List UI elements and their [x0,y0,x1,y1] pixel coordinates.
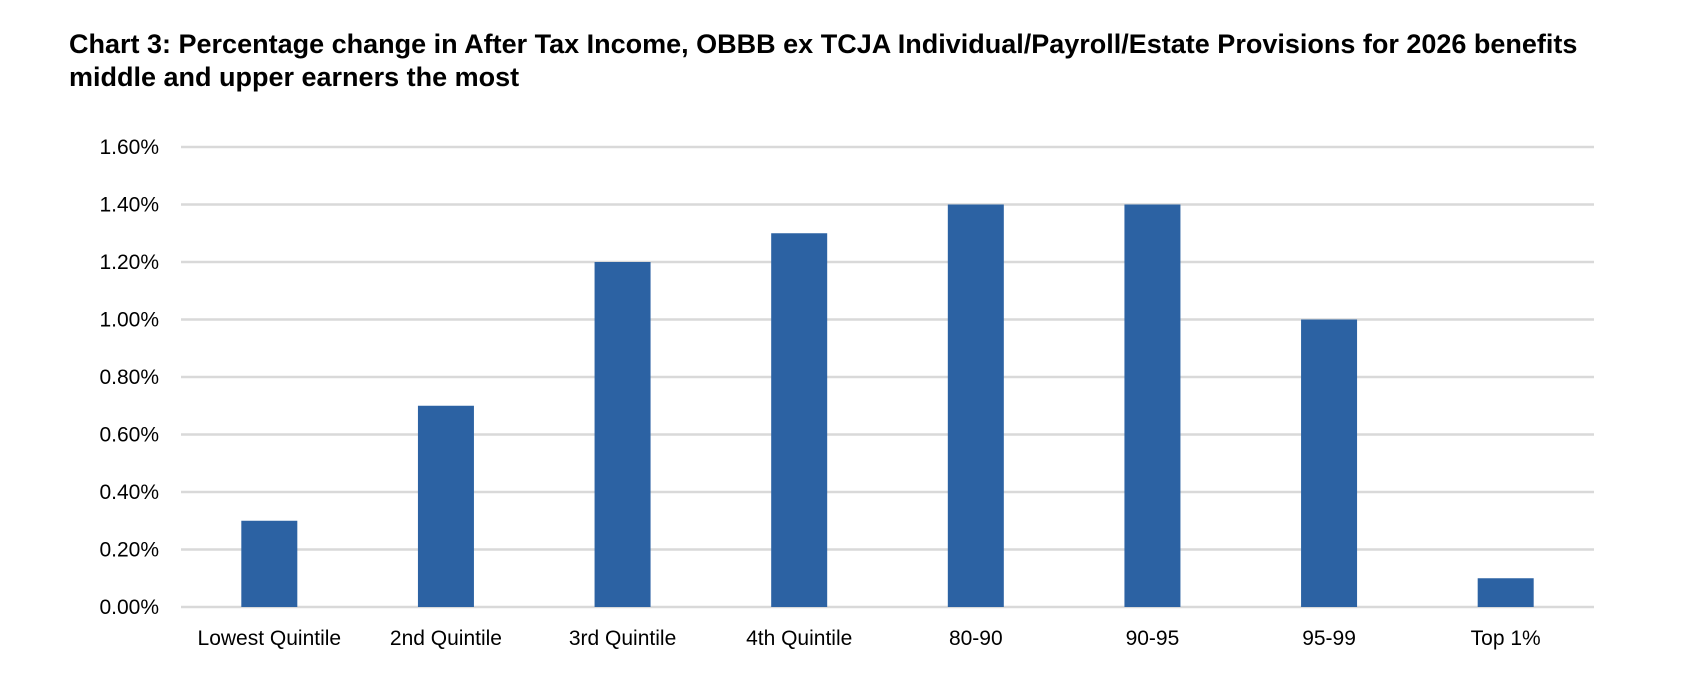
y-tick-label: 0.20% [99,539,159,562]
bar [771,233,828,607]
y-tick-label: 1.40% [99,194,159,217]
bar [1477,578,1534,607]
bar [241,520,298,607]
x-tick-label: 90-95 [1126,627,1180,650]
y-tick-label: 0.80% [99,366,159,389]
x-axis-tick-labels: Lowest Quintile 2nd Quintile 3rd Quintile 4… [198,627,1541,650]
bar [947,204,1004,607]
bar [417,405,474,607]
chart-title: Chart 3: Percentage change in After Tax … [69,29,1578,92]
bar [1124,204,1181,607]
bar [1301,319,1358,607]
x-tick-label: Top 1% [1471,627,1541,650]
x-tick-label: 3rd Quintile [569,627,676,650]
x-tick-label: 4th Quintile [746,627,852,650]
x-tick-label: 95-99 [1302,627,1356,650]
gridlines [181,145,1594,609]
y-tick-label: 0.00% [99,596,159,619]
x-tick-label: 80-90 [949,627,1003,650]
y-tick-label: 1.60% [99,136,159,159]
y-tick-label: 0.60% [99,424,159,447]
bar [594,262,651,607]
x-tick-label: Lowest Quintile [198,627,342,650]
x-tick-label: 2nd Quintile [390,627,502,650]
y-tick-label: 1.00% [99,309,159,332]
bars [241,204,1534,607]
y-tick-label: 0.40% [99,481,159,504]
y-axis-tick-labels: 0.00% 0.20% 0.40% 0.60% 0.80% 1.00% 1.20% 1.40%… [99,136,159,619]
y-tick-label: 1.20% [99,251,159,274]
